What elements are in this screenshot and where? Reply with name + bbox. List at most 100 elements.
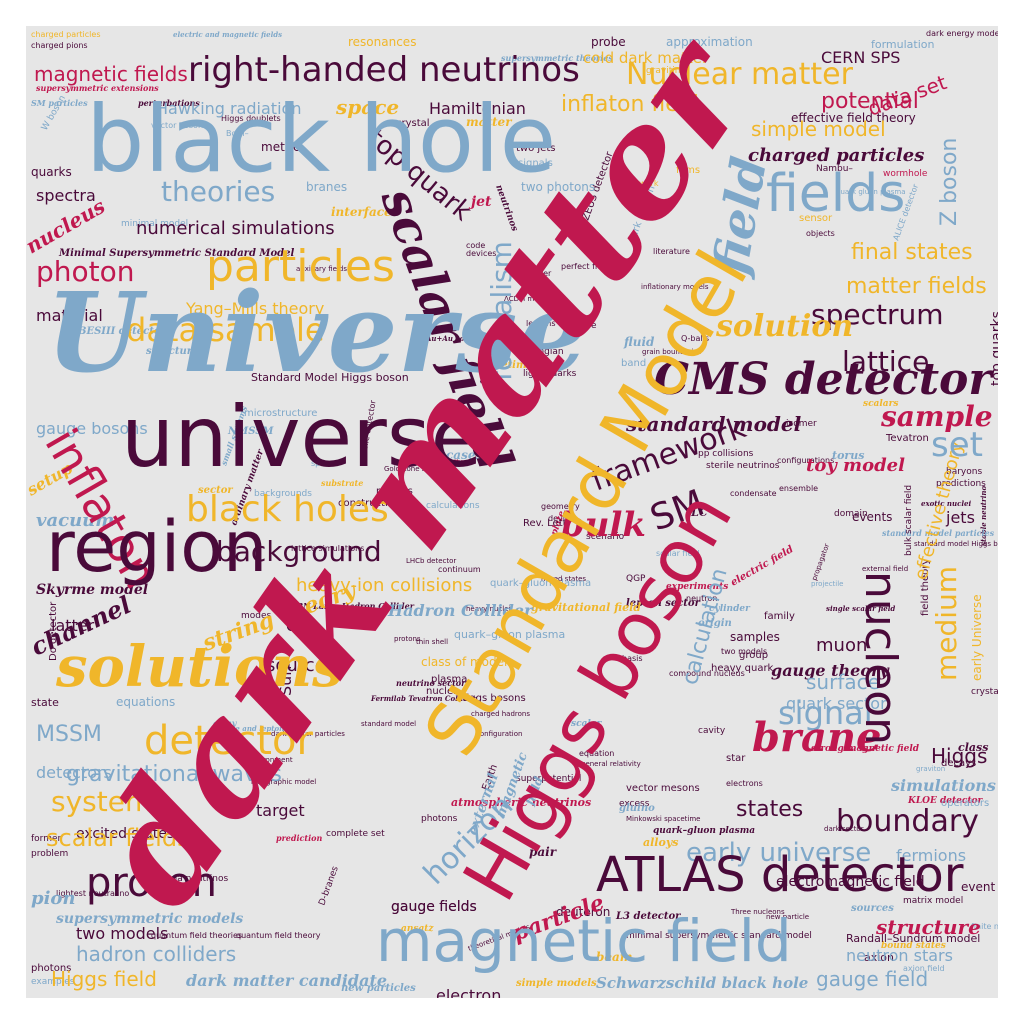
cloud-word: electric and magnetic fields [173,30,282,39]
cloud-word: Higgs [931,744,987,768]
cloud-word: stable neutrino [979,486,988,546]
cloud-word: alloys [643,836,678,849]
cloud-word: construction [338,498,400,509]
cloud-word: Universe [46,268,587,397]
cloud-word: structure [875,915,981,939]
cloud-word: projectile [811,580,844,588]
cloud-word: spacetime [476,360,533,371]
cloud-word: quark–gluon plasma [653,826,755,836]
cloud-word: Yang–Mills theory [185,299,324,318]
cloud-word: quark gluon plasma [836,188,906,196]
cloud-word: black hole [86,86,556,193]
cloud-word: minimal supersymmetric standard model [626,931,812,941]
cloud-word: early Universe [970,594,984,681]
cloud-word: detector [144,718,313,764]
cloud-word: core [577,321,597,331]
cloud-word: prediction [276,833,322,843]
cloud-word: two jets [516,143,555,154]
cloud-word: muon [816,635,867,656]
cloud-word: gauge fields [391,899,477,915]
cloud-background [26,26,998,998]
cloud-word: array [213,718,238,728]
cloud-word: heavy-ion collisions [296,575,472,596]
cloud-word: single scalar field [826,604,895,613]
cloud-word: sector [198,485,233,496]
cloud-word: dark matter particles [271,730,345,738]
cloud-word: objects [806,229,835,238]
cloud-word: axion field [903,964,945,973]
cloud-word: Nambu– [816,164,853,174]
cloud-word: matter fields [846,274,987,299]
cloud-word: cavity [698,726,726,736]
cloud-word: detectors [36,763,112,782]
cloud-word: structures [146,346,204,357]
cloud-word: fermions [896,846,966,865]
cloud-word: quarks [31,165,72,179]
cloud-word: Randall–Sundrum model [846,932,980,945]
cloud-word: geometry [541,502,580,511]
cloud-word: lepton sector [626,598,701,609]
cloud-word: protons [394,635,421,643]
cloud-word: atmospheric neutrinos [451,796,591,809]
cloud-word: class [958,741,988,754]
cloud-word: neutron [686,594,717,603]
cloud-word: two photons [521,180,595,194]
cloud-word: domain [834,509,868,519]
cloud-word: MSSM [36,722,102,747]
cloud-word: states [736,797,803,822]
cloud-word: sample [880,400,993,433]
cloud-word: signals [518,158,553,169]
cloud-word: jets [945,508,975,527]
cloud-word: calculations [426,501,480,511]
cloud-word: light quarks [523,369,577,379]
cloud-word: pp collisions [698,449,754,459]
cloud-word: cases [446,448,482,462]
cloud-word: complete set [326,829,385,839]
cloud-word: black holes [186,489,389,530]
cloud-word: hadron colliders [76,942,236,966]
cloud-word: set [931,425,983,465]
cloud-word: simple models [516,978,597,989]
cloud-word: numerical simulations [136,218,335,239]
cloud-word: vector mesons [626,783,700,794]
cloud-word: boundary [836,804,979,839]
cloud-word: grain boundaries [642,348,702,356]
cloud-word: channels [486,336,527,346]
cloud-word: Schwarzschild black hole [596,974,808,992]
cloud-word: general relativity [581,760,641,768]
cloud-word: CMB [286,619,317,635]
cloud-word: holographic model [251,778,316,786]
cloud-word: Minkowski spacetime [626,815,700,823]
cloud-word: metric [261,140,300,154]
cloud-word: auxiliary fields [296,265,347,273]
cloud-word: particles [206,241,395,292]
cloud-word: simple model [751,117,886,141]
cloud-word: class of models [421,655,514,669]
cloud-word: crystals [971,687,998,697]
cloud-word: medium [930,566,963,681]
cloud-word: excited states [76,826,174,842]
cloud-word: graviton [916,765,945,773]
cloud-word: formulation [871,38,935,51]
cloud-word: data sample [126,311,325,349]
cloud-word: ansatz [401,924,434,934]
cloud-word: software [446,458,476,466]
cloud-word: heavy quark [711,663,774,674]
cloud-word: magnetic field [376,907,792,975]
cloud-word: LHCb detector [406,557,456,565]
cloud-word: substrate [321,478,363,488]
cloud-word: Fermilab Tevatron Collider [370,694,477,703]
cloud-word: top quarks [989,311,998,386]
cloud-word: beam [596,950,633,964]
cloud-word: lattice [842,345,929,378]
cloud-word: Skyrme model [36,582,148,598]
cloud-word: equation [579,749,614,758]
cloud-word: charged particles [31,30,100,39]
cloud-word: Nuclear matter [626,57,854,92]
cloud-word: nuclei [426,686,456,697]
cloud-word: samples [730,630,780,644]
cloud-word: BESIII detector [77,326,167,337]
cloud-word: standard model Higgs boson [914,540,998,548]
